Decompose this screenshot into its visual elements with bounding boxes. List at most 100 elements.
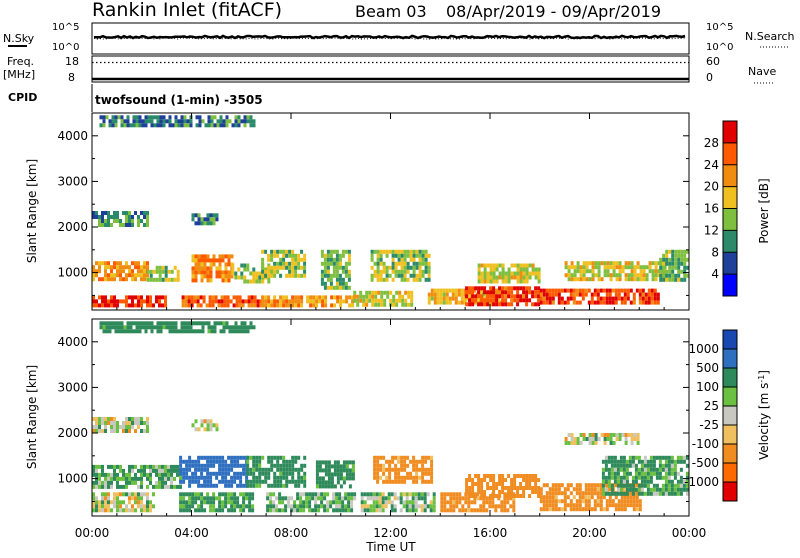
velocity-cell — [372, 508, 376, 513]
power-cell — [273, 265, 277, 270]
power-cell — [654, 277, 658, 282]
nave-tick-top: 60 — [706, 55, 720, 68]
power-cell — [164, 299, 167, 304]
velocity-cell — [581, 495, 585, 500]
power-cell — [391, 265, 395, 270]
velocity-cell — [679, 491, 683, 496]
power-cell — [659, 257, 663, 262]
velocity-cell — [670, 483, 674, 488]
velocity-cell — [548, 491, 552, 496]
velocity-cell — [281, 508, 285, 513]
velocity-cell — [430, 459, 434, 464]
velocity-cell — [667, 471, 671, 476]
velocity-cell — [299, 504, 303, 509]
power-cell — [382, 269, 386, 274]
velocity-cell — [557, 507, 561, 512]
velocity-cell — [632, 495, 636, 500]
freq-panel-frame — [91, 55, 690, 83]
velocity-cell — [513, 482, 517, 486]
power-cell — [594, 273, 598, 278]
power-cell — [353, 290, 357, 295]
power-cell — [249, 279, 253, 284]
power-cell — [104, 303, 107, 308]
velocity-cell — [655, 487, 659, 492]
velocity-cell — [155, 484, 158, 489]
power-cell — [158, 303, 161, 308]
power-cell — [176, 269, 180, 274]
power-cell — [448, 288, 452, 293]
velocity-cell — [245, 496, 249, 501]
velocity-cell — [551, 491, 555, 496]
velocity-cell — [171, 325, 175, 330]
power-cell — [439, 300, 443, 305]
power-cell — [522, 263, 526, 268]
power-cell — [603, 269, 607, 274]
power-cell — [297, 273, 301, 278]
velocity-cell — [185, 500, 189, 505]
power-cell — [579, 265, 583, 270]
power-cell — [119, 219, 122, 223]
power-cell — [143, 261, 146, 266]
velocity-cell — [593, 507, 597, 512]
velocity-cell — [248, 496, 252, 501]
power-cell — [585, 269, 589, 274]
velocity-cell — [224, 492, 228, 497]
power-cell — [225, 119, 229, 124]
power-cell — [510, 286, 514, 291]
power-cell — [630, 261, 634, 266]
power-cell — [240, 275, 244, 280]
power-cell — [391, 261, 395, 266]
power-cell — [209, 258, 213, 263]
velocity-cell — [221, 455, 225, 460]
velocity-cell — [531, 486, 535, 490]
velocity-cell — [305, 492, 309, 497]
velocity-cell — [197, 463, 201, 468]
velocity-cell — [98, 500, 101, 505]
velocity-cell — [204, 321, 208, 326]
power-cell — [489, 267, 493, 272]
velocity-cell — [406, 475, 410, 480]
velocity-cell — [315, 484, 319, 489]
velocity-cell — [667, 463, 671, 468]
velocity-cell — [424, 479, 428, 484]
velocity-cell — [194, 463, 198, 468]
power-cell — [665, 261, 669, 266]
power-cell — [306, 299, 310, 304]
power-cell — [522, 298, 526, 303]
velocity-cell — [188, 496, 192, 501]
power-cell — [134, 295, 137, 300]
velocity-cell — [327, 460, 331, 465]
power-cell — [480, 298, 484, 303]
velocity-cell — [143, 492, 146, 497]
velocity-cell — [140, 476, 143, 481]
power-cell — [201, 119, 205, 124]
velocity-cell — [284, 508, 288, 513]
velocity-cell — [249, 467, 253, 472]
velocity-cell — [616, 471, 620, 476]
velocity-cell — [104, 429, 107, 433]
power-cell — [212, 254, 216, 259]
velocity-cell — [242, 508, 246, 513]
power-cell — [657, 273, 661, 278]
power-cell — [662, 261, 666, 266]
velocity-cell — [230, 467, 234, 472]
velocity-cell — [504, 494, 508, 498]
power-cell — [270, 249, 274, 254]
power-cell — [498, 294, 502, 299]
power-cell — [119, 277, 122, 282]
power-cell — [566, 296, 570, 301]
power-cell — [654, 261, 658, 266]
power-cell — [632, 292, 636, 297]
power-cell — [285, 249, 289, 254]
power-cell — [282, 265, 286, 270]
velocity-cell — [664, 479, 668, 484]
velocity-cell — [655, 475, 659, 480]
velocity-cell — [308, 504, 312, 509]
velocity-cell — [622, 459, 626, 464]
velocity-cell — [375, 504, 379, 509]
velocity-cell — [622, 455, 626, 460]
velocity-cell — [632, 503, 636, 508]
power-cell — [615, 261, 619, 266]
power-cell — [234, 123, 238, 128]
velocity-cell — [408, 500, 412, 505]
